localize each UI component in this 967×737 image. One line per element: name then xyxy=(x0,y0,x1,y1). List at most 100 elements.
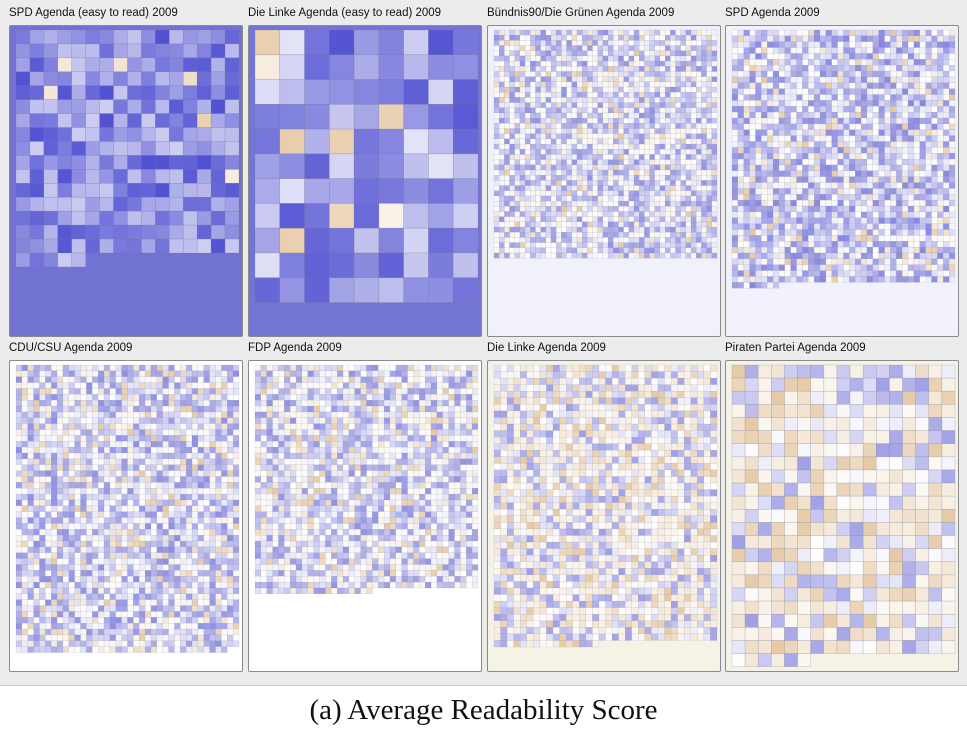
paragraph-cell xyxy=(613,102,619,108)
paragraph-cell xyxy=(133,499,140,506)
paragraph-cell xyxy=(150,411,157,418)
paragraph-cell xyxy=(913,88,920,95)
paragraph-cell xyxy=(749,229,756,236)
paragraph-cell xyxy=(499,206,505,212)
paragraph-cell xyxy=(654,252,661,259)
paragraph-cell xyxy=(825,170,832,177)
paragraph-cell xyxy=(814,276,821,283)
paragraph-cell xyxy=(215,505,222,512)
paragraph-cell xyxy=(56,505,64,512)
paragraph-cell xyxy=(943,158,950,166)
paragraph-cell xyxy=(602,76,609,83)
paragraph-cell xyxy=(872,223,879,230)
paragraph-cell xyxy=(144,493,152,501)
paragraph-cell xyxy=(943,182,950,189)
paragraph-cell xyxy=(561,164,567,171)
paragraph-cell xyxy=(649,60,655,67)
paragraph-cell xyxy=(155,99,170,114)
paragraph-cell xyxy=(545,159,552,165)
paragraph-cell xyxy=(535,149,541,155)
paragraph-cell xyxy=(690,242,697,248)
paragraph-cell xyxy=(808,246,815,254)
paragraph-cell xyxy=(701,35,707,41)
paragraph-cell xyxy=(597,216,604,223)
paragraph-cell xyxy=(174,458,181,465)
paragraph-cell xyxy=(127,493,134,501)
paragraph-cell xyxy=(571,86,578,93)
paragraph-cell xyxy=(675,154,681,160)
paragraph-cell xyxy=(180,411,187,418)
paragraph-cell xyxy=(115,482,122,489)
paragraph-cell xyxy=(115,464,122,471)
paragraph-cell xyxy=(907,135,915,142)
paragraph-cell xyxy=(535,190,541,197)
paragraph-cell xyxy=(576,175,583,181)
paragraph-cell xyxy=(550,247,557,254)
paragraph-cell xyxy=(499,154,505,160)
paragraph-cell xyxy=(535,154,541,160)
paragraph-cell xyxy=(182,127,198,142)
paragraph-cell xyxy=(796,264,803,271)
paragraph-cell xyxy=(133,488,140,495)
paragraph-cell xyxy=(919,176,926,183)
paragraph-cell xyxy=(931,112,938,119)
paragraph-cell xyxy=(33,417,40,424)
paragraph-cell xyxy=(592,81,598,88)
paragraph-cell xyxy=(92,493,99,501)
paragraph-cell xyxy=(215,405,222,413)
paragraph-cell xyxy=(582,81,588,88)
paragraph-cell xyxy=(613,112,619,119)
paragraph-cell xyxy=(209,447,216,454)
paragraph-cell xyxy=(155,210,170,226)
paragraph-cell xyxy=(919,59,926,66)
paragraph-cell xyxy=(706,40,712,46)
paragraph-cell xyxy=(690,29,697,36)
paragraph-cell xyxy=(706,169,712,176)
paragraph-cell xyxy=(56,458,64,465)
paragraph-cell xyxy=(191,441,199,448)
paragraph-cell xyxy=(545,86,552,93)
paragraph-cell xyxy=(772,135,780,142)
paragraph-cell xyxy=(654,190,661,197)
paragraph-cell xyxy=(509,211,515,217)
paragraph-cell xyxy=(761,258,768,265)
paragraph-cell xyxy=(784,117,791,125)
paragraph-cell xyxy=(509,97,515,103)
paragraph-cell xyxy=(890,270,897,277)
paragraph-cell xyxy=(701,112,707,119)
paragraph-cell xyxy=(866,47,873,54)
paragraph-cell xyxy=(664,76,671,83)
paragraph-cell xyxy=(778,170,785,177)
paragraph-cell xyxy=(92,441,99,448)
paragraph-cell xyxy=(872,200,879,207)
paragraph-cell xyxy=(639,211,645,217)
paragraph-cell xyxy=(711,112,718,119)
paragraph-cell xyxy=(690,55,697,62)
paragraph-cell xyxy=(45,435,52,442)
paragraph-cell xyxy=(519,123,526,129)
paragraph-cell xyxy=(519,206,526,212)
paragraph-cell xyxy=(27,447,34,454)
paragraph-cell xyxy=(613,226,619,233)
paragraph-cell xyxy=(215,511,222,518)
paragraph-cell xyxy=(576,211,583,217)
paragraph-cell xyxy=(639,221,645,228)
paragraph-cell xyxy=(639,81,645,88)
paragraph-cell xyxy=(649,247,655,254)
paragraph-cell xyxy=(628,97,635,103)
paragraph-cell xyxy=(39,405,46,413)
paragraph-cell xyxy=(659,175,666,181)
paragraph-cell xyxy=(878,211,885,218)
panel-title: SPD Agenda (easy to read) 2009 xyxy=(9,7,178,19)
paragraph-cell xyxy=(618,190,624,197)
paragraph-cell xyxy=(71,183,86,198)
paragraph-cell xyxy=(155,85,170,100)
paragraph-cell xyxy=(896,82,903,89)
paragraph-cell xyxy=(499,226,505,233)
paragraph-cell xyxy=(872,135,879,142)
paragraph-cell xyxy=(680,237,687,243)
paragraph-cell xyxy=(670,164,676,171)
paragraph-cell xyxy=(186,376,193,383)
paragraph-cell xyxy=(504,45,510,51)
paragraph-cell xyxy=(232,452,240,460)
